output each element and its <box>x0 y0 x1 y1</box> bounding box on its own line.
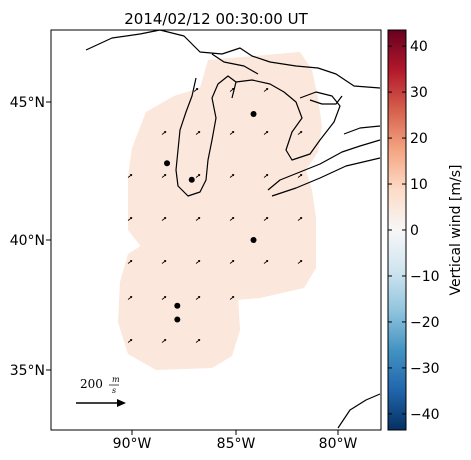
wind-arrow <box>193 88 199 92</box>
wind-arrow <box>195 296 201 300</box>
wind-arrow <box>297 260 303 264</box>
scale-arrow-head <box>117 399 126 407</box>
wind-arrow <box>229 131 235 135</box>
wind-arrow <box>229 260 235 264</box>
wind-arrow <box>161 131 167 135</box>
scale-arrow: 200 m s <box>76 375 126 407</box>
colorbar-label: Vertical wind [m/s] <box>448 165 464 296</box>
lat-tick-35: 35°N <box>10 363 45 379</box>
wind-arrow <box>195 174 201 178</box>
station-marker <box>164 160 171 167</box>
colorbar-tick-label: 40 <box>410 39 428 55</box>
wind-arrow <box>229 174 235 178</box>
lake-superior-outline <box>85 29 381 89</box>
lake-ontario-outline <box>343 125 381 135</box>
wind-arrow <box>161 296 167 300</box>
scale-arrow-unit-num: m <box>112 375 120 384</box>
colorbar-tick-label: 30 <box>410 85 428 101</box>
station-marker <box>174 316 181 323</box>
colorbar-tick-label: 10 <box>410 177 428 193</box>
map-frame <box>50 29 382 431</box>
wind-arrow <box>161 174 167 178</box>
station-marker <box>250 110 257 117</box>
lake-michigan-outline <box>175 75 237 197</box>
wind-arrow <box>127 174 133 178</box>
map-title: 2014/02/12 00:30:00 UT <box>124 10 308 28</box>
atlantic-coast <box>337 393 381 429</box>
wind-arrow <box>229 88 235 92</box>
wind-arrow <box>161 339 167 343</box>
station-marker <box>174 302 181 309</box>
lake-erie-outline <box>267 139 381 197</box>
colorbar-tick-label: 20 <box>410 131 428 147</box>
station-marker <box>250 237 257 243</box>
wind-arrow <box>263 174 269 178</box>
station-marker <box>188 176 195 183</box>
lon-axis: 90°W 85°W 80°W <box>113 430 358 452</box>
colorbar-tick-label: −10 <box>410 269 440 285</box>
wind-arrow <box>195 339 201 343</box>
wind-arrow <box>161 217 167 221</box>
lon-tick-85w: 85°W <box>217 436 256 452</box>
colorbar-tick-label: −20 <box>410 315 440 331</box>
colorbar-tick-label: −40 <box>410 407 440 423</box>
wind-arrow <box>263 88 269 92</box>
wind-arrow <box>263 260 269 264</box>
wind-arrow <box>127 296 133 300</box>
lat-axis: 45°N 40°N 35°N <box>10 95 51 379</box>
wind-arrow <box>127 260 133 264</box>
coverage-north <box>128 52 322 300</box>
lon-tick-90w: 90°W <box>113 436 152 452</box>
scale-arrow-unit-den: s <box>112 386 116 395</box>
wind-arrow <box>229 296 235 300</box>
colorbar-ticks: 40 30 20 10 0 −10 −20 −30 −40 <box>388 39 440 423</box>
wind-arrow <box>195 131 201 135</box>
lat-tick-40: 40°N <box>10 233 45 249</box>
colorbar-tick-label: −30 <box>410 361 440 377</box>
wind-arrow <box>195 260 201 264</box>
wind-arrow <box>127 217 133 221</box>
lake-huron-outline <box>235 79 341 161</box>
colorbar-tick-label: 0 <box>410 223 419 239</box>
wind-arrow <box>195 217 201 221</box>
wind-vector-field <box>127 88 303 343</box>
wind-arrow <box>127 339 133 343</box>
georgian-bay-outline <box>309 95 343 105</box>
lat-tick-45: 45°N <box>10 95 45 111</box>
station-markers <box>164 110 257 323</box>
coverage-region <box>118 52 322 370</box>
wind-arrow <box>297 131 303 135</box>
wind-arrow <box>297 217 303 221</box>
wind-arrow <box>297 174 303 178</box>
wind-arrow <box>161 260 167 264</box>
lon-tick-80w: 80°W <box>319 436 358 452</box>
wind-arrow <box>263 131 269 135</box>
wind-arrow <box>263 217 269 221</box>
coastlines <box>85 29 381 429</box>
wind-arrow <box>229 217 235 221</box>
scale-arrow-value: 200 <box>80 377 103 391</box>
